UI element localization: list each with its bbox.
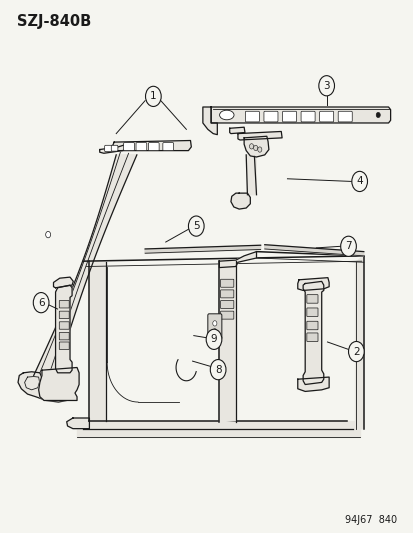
FancyBboxPatch shape: [306, 321, 317, 330]
Circle shape: [212, 329, 216, 334]
FancyBboxPatch shape: [300, 111, 314, 122]
Circle shape: [188, 216, 204, 236]
FancyBboxPatch shape: [306, 333, 317, 342]
Polygon shape: [38, 368, 79, 400]
Ellipse shape: [219, 110, 233, 120]
Polygon shape: [355, 256, 363, 429]
FancyBboxPatch shape: [59, 311, 69, 319]
Polygon shape: [244, 136, 268, 157]
Circle shape: [253, 146, 257, 151]
FancyBboxPatch shape: [306, 308, 317, 317]
Circle shape: [257, 147, 261, 152]
FancyBboxPatch shape: [306, 295, 317, 303]
Polygon shape: [89, 261, 106, 421]
Polygon shape: [145, 245, 260, 253]
FancyBboxPatch shape: [59, 333, 69, 340]
Text: 5: 5: [192, 221, 199, 231]
FancyBboxPatch shape: [59, 301, 69, 308]
Polygon shape: [112, 141, 191, 151]
Circle shape: [375, 112, 380, 118]
FancyBboxPatch shape: [245, 111, 259, 122]
Text: 6: 6: [38, 297, 44, 308]
Text: 9: 9: [210, 334, 217, 344]
Polygon shape: [237, 132, 281, 140]
FancyBboxPatch shape: [136, 143, 146, 151]
Circle shape: [33, 293, 49, 313]
FancyBboxPatch shape: [337, 111, 351, 122]
Text: 7: 7: [344, 241, 351, 251]
Polygon shape: [33, 155, 137, 375]
FancyBboxPatch shape: [282, 111, 296, 122]
Polygon shape: [219, 252, 256, 268]
Polygon shape: [100, 144, 133, 154]
FancyBboxPatch shape: [162, 143, 173, 151]
Polygon shape: [264, 245, 363, 256]
Text: 8: 8: [214, 365, 221, 375]
FancyBboxPatch shape: [220, 301, 233, 309]
Polygon shape: [18, 372, 73, 402]
Circle shape: [249, 144, 253, 149]
Text: 94J67  840: 94J67 840: [344, 515, 396, 525]
FancyBboxPatch shape: [111, 146, 118, 151]
Polygon shape: [55, 285, 72, 373]
Circle shape: [212, 321, 216, 326]
Polygon shape: [211, 107, 390, 123]
Polygon shape: [229, 127, 244, 134]
Circle shape: [340, 236, 356, 256]
Text: 2: 2: [352, 346, 359, 357]
Text: 3: 3: [323, 81, 329, 91]
FancyBboxPatch shape: [220, 311, 233, 319]
Polygon shape: [297, 377, 328, 391]
FancyBboxPatch shape: [319, 111, 333, 122]
Circle shape: [318, 76, 334, 96]
Text: 1: 1: [150, 91, 156, 101]
Polygon shape: [202, 107, 217, 135]
Polygon shape: [53, 277, 73, 288]
Circle shape: [206, 329, 221, 350]
Text: SZJ-840B: SZJ-840B: [17, 14, 91, 29]
Circle shape: [145, 86, 161, 107]
Polygon shape: [230, 193, 250, 209]
Circle shape: [45, 231, 50, 238]
FancyBboxPatch shape: [220, 290, 233, 298]
FancyBboxPatch shape: [207, 314, 221, 340]
Circle shape: [210, 360, 225, 379]
FancyBboxPatch shape: [59, 322, 69, 329]
Text: 4: 4: [356, 176, 362, 187]
Polygon shape: [246, 155, 256, 195]
Polygon shape: [302, 281, 323, 384]
FancyBboxPatch shape: [104, 146, 114, 152]
Polygon shape: [297, 278, 328, 290]
Polygon shape: [77, 421, 359, 437]
Polygon shape: [66, 418, 89, 429]
FancyBboxPatch shape: [123, 143, 134, 151]
Circle shape: [348, 342, 363, 362]
Circle shape: [351, 171, 367, 191]
FancyBboxPatch shape: [220, 279, 233, 287]
FancyBboxPatch shape: [263, 111, 277, 122]
Polygon shape: [246, 156, 256, 193]
Polygon shape: [219, 261, 235, 422]
FancyBboxPatch shape: [148, 143, 159, 151]
FancyBboxPatch shape: [59, 342, 69, 350]
